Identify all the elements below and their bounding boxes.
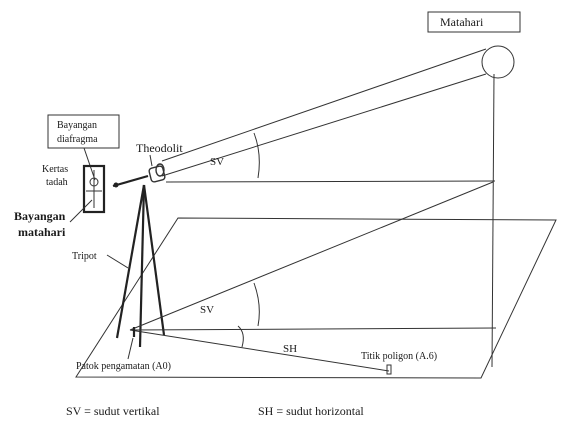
sun-ray-lower (161, 73, 487, 177)
receiver-paper-label-line1: Kertas (42, 164, 68, 175)
receiver-paper (82, 164, 106, 214)
polygon-point-label: Titik poligon (A.6) (361, 351, 437, 362)
legend-sh: SH = sudut horizontal (258, 404, 364, 418)
sun-label-box (427, 11, 521, 33)
sh-label: SH (283, 343, 297, 355)
diaphragm-label-line2: diafragma (57, 134, 98, 145)
tripod-leg-right (142, 184, 166, 336)
diaphragm-label-line1: Bayangan (57, 120, 97, 131)
sun-icon (481, 45, 515, 79)
theodolite-lens (155, 163, 165, 177)
sun-label: Matahari (440, 15, 484, 29)
sun-image-label-line1: Bayangan (14, 209, 66, 223)
receiver-paper-label-line2: tadah (46, 177, 68, 188)
sun-image-pointer (69, 199, 93, 223)
horizontal-base-line (129, 327, 497, 331)
polygon-point-icon (386, 364, 392, 375)
observation-peg-label: Patok pengamatan (A0) (76, 361, 171, 372)
observation-peg-pointer (127, 337, 134, 360)
sv-lower-label: SV (200, 304, 214, 316)
sv-upper-label: SV (210, 156, 224, 168)
sv-lower-arc (253, 282, 260, 327)
eyepiece-tip (113, 182, 119, 188)
sun-vertical-line (491, 73, 495, 368)
diaphragm-pointer (83, 147, 96, 181)
tripod-label: Tripot (72, 251, 97, 262)
sh-arc (237, 325, 244, 348)
theodolite-eyepiece (112, 174, 149, 188)
tripod-leg-left (115, 184, 146, 339)
legend-sv: SV = sudut vertikal (66, 404, 160, 418)
sun-image-label-line2: matahari (18, 225, 66, 239)
diaphragm-label-box (47, 114, 120, 149)
theodolite-label: Theodolit (136, 141, 183, 155)
tripod-pointer (106, 254, 129, 269)
theodolite-pointer (149, 154, 153, 167)
sun-ray-upper (161, 48, 487, 162)
sun-projection-line (129, 181, 494, 331)
polygon-direction-line (129, 329, 390, 372)
horizontal-reference-line (165, 180, 496, 183)
ground-plane (75, 217, 557, 379)
tripod-leg-middle (138, 184, 146, 348)
sv-upper-arc (253, 132, 260, 179)
